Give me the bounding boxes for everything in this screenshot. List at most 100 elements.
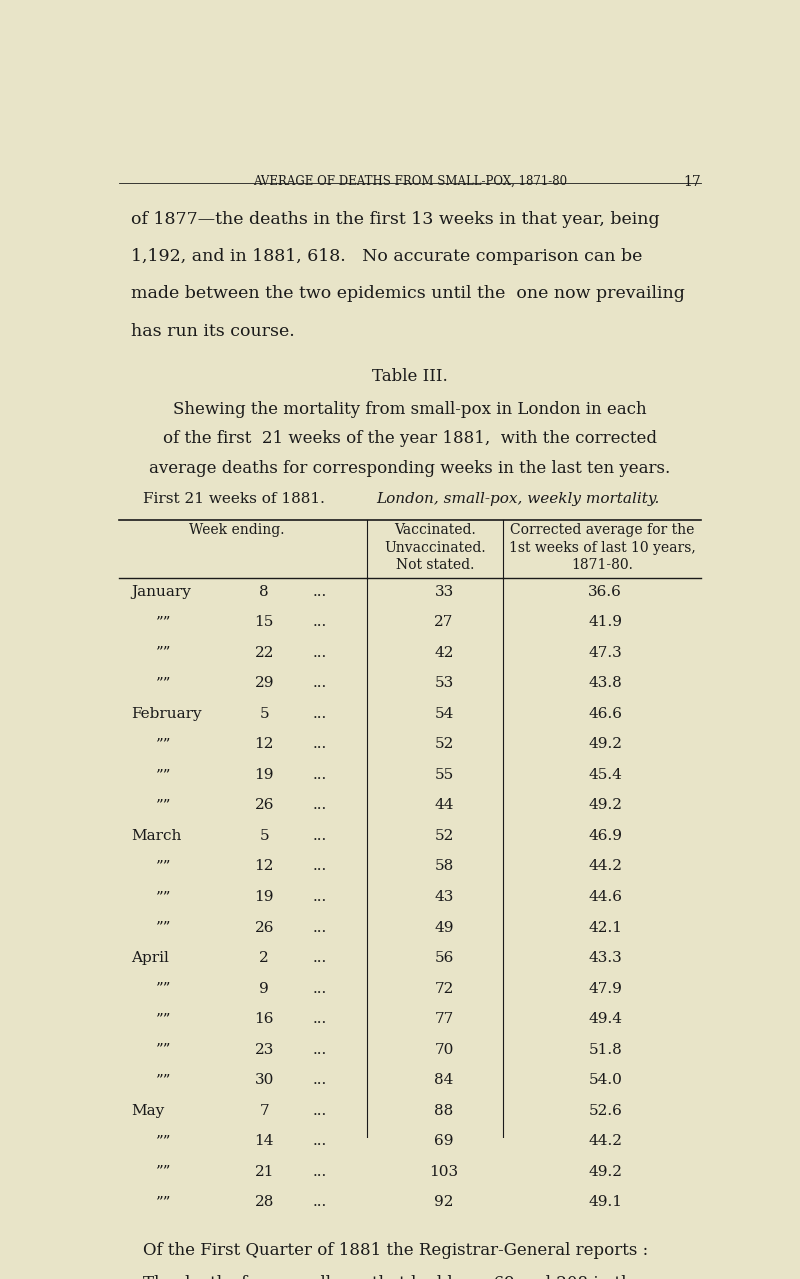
Text: London, small-pox, weekly mortality.: London, small-pox, weekly mortality.	[376, 492, 659, 506]
Text: 54.0: 54.0	[588, 1073, 622, 1087]
Text: ...: ...	[313, 1042, 327, 1056]
Text: has run its course.: has run its course.	[131, 322, 294, 340]
Text: ...: ...	[313, 890, 327, 904]
Text: ...: ...	[313, 738, 327, 751]
Text: average deaths for corresponding weeks in the last ten years.: average deaths for corresponding weeks i…	[150, 459, 670, 477]
Text: 14: 14	[254, 1134, 274, 1149]
Text: 69: 69	[434, 1134, 454, 1149]
Text: 27: 27	[434, 615, 454, 629]
Text: ””: ””	[156, 1012, 171, 1026]
Text: ...: ...	[313, 615, 327, 629]
Text: 72: 72	[434, 981, 454, 995]
Text: 88: 88	[434, 1104, 454, 1118]
Text: 7: 7	[259, 1104, 269, 1118]
Text: 44.2: 44.2	[588, 1134, 622, 1149]
Text: 47.3: 47.3	[589, 646, 622, 660]
Text: ...: ...	[313, 677, 327, 691]
Text: 70: 70	[434, 1042, 454, 1056]
Text: 45.4: 45.4	[588, 767, 622, 781]
Text: AVERAGE OF DEATHS FROM SMALL-POX, 1871-80: AVERAGE OF DEATHS FROM SMALL-POX, 1871-8…	[253, 175, 567, 188]
Text: Week ending.: Week ending.	[189, 523, 284, 537]
Text: ...: ...	[313, 1134, 327, 1149]
Text: ...: ...	[313, 767, 327, 781]
Text: 22: 22	[254, 646, 274, 660]
Text: ...: ...	[313, 1073, 327, 1087]
Text: 44.2: 44.2	[588, 859, 622, 874]
Text: 52: 52	[434, 829, 454, 843]
Text: 1st weeks of last 10 years,: 1st weeks of last 10 years,	[509, 541, 695, 555]
Text: 55: 55	[434, 767, 454, 781]
Text: 1871-80.: 1871-80.	[571, 558, 633, 572]
Text: Table III.: Table III.	[372, 368, 448, 385]
Text: 16: 16	[254, 1012, 274, 1026]
Text: 52.6: 52.6	[588, 1104, 622, 1118]
Text: The deaths from small-pox that had been 69 and 208 in the: The deaths from small-pox that had been …	[143, 1275, 642, 1279]
Text: ...: ...	[313, 859, 327, 874]
Text: May: May	[131, 1104, 164, 1118]
Text: 103: 103	[430, 1165, 458, 1179]
Text: 46.9: 46.9	[588, 829, 622, 843]
Text: ””: ””	[156, 890, 171, 904]
Text: Vaccinated.: Vaccinated.	[394, 523, 476, 537]
Text: ””: ””	[156, 859, 171, 874]
Text: ...: ...	[313, 646, 327, 660]
Text: of 1877—the deaths in the first 13 weeks in that year, being: of 1877—the deaths in the first 13 weeks…	[131, 211, 660, 228]
Text: ””: ””	[156, 1134, 171, 1149]
Text: April: April	[131, 952, 169, 966]
Text: ...: ...	[313, 798, 327, 812]
Text: 51.8: 51.8	[589, 1042, 622, 1056]
Text: 26: 26	[254, 798, 274, 812]
Text: March: March	[131, 829, 182, 843]
Text: Not stated.: Not stated.	[396, 558, 474, 572]
Text: 33: 33	[434, 585, 454, 599]
Text: ””: ””	[156, 738, 171, 751]
Text: ...: ...	[313, 585, 327, 599]
Text: 49.2: 49.2	[588, 738, 622, 751]
Text: ””: ””	[156, 1042, 171, 1056]
Text: 42.1: 42.1	[588, 921, 622, 935]
Text: ””: ””	[156, 646, 171, 660]
Text: of the first  21 weeks of the year 1881,  with the corrected: of the first 21 weeks of the year 1881, …	[163, 430, 657, 448]
Text: ...: ...	[313, 1165, 327, 1179]
Text: 17: 17	[684, 175, 702, 189]
Text: 92: 92	[434, 1196, 454, 1210]
Text: 21: 21	[254, 1165, 274, 1179]
Text: January: January	[131, 585, 191, 599]
Text: 42: 42	[434, 646, 454, 660]
Text: 15: 15	[254, 615, 274, 629]
Text: ””: ””	[156, 921, 171, 935]
Text: 52: 52	[434, 738, 454, 751]
Text: 5: 5	[259, 707, 269, 721]
Text: 49.2: 49.2	[588, 1165, 622, 1179]
Text: February: February	[131, 707, 202, 721]
Text: ...: ...	[313, 952, 327, 966]
Text: ””: ””	[156, 1073, 171, 1087]
Text: Shewing the mortality from small-pox in London in each: Shewing the mortality from small-pox in …	[173, 400, 647, 418]
Text: 49.4: 49.4	[588, 1012, 622, 1026]
Text: 5: 5	[259, 829, 269, 843]
Text: 26: 26	[254, 921, 274, 935]
Text: 41.9: 41.9	[588, 615, 622, 629]
Text: ...: ...	[313, 707, 327, 721]
Text: 19: 19	[254, 767, 274, 781]
Text: 49: 49	[434, 921, 454, 935]
Text: ...: ...	[313, 1104, 327, 1118]
Text: 54: 54	[434, 707, 454, 721]
Text: ””: ””	[156, 1165, 171, 1179]
Text: Corrected average for the: Corrected average for the	[510, 523, 694, 537]
Text: First 21 weeks of 1881.: First 21 weeks of 1881.	[143, 492, 340, 506]
Text: 30: 30	[254, 1073, 274, 1087]
Text: 9: 9	[259, 981, 269, 995]
Text: 77: 77	[434, 1012, 454, 1026]
Text: ””: ””	[156, 798, 171, 812]
Text: 28: 28	[254, 1196, 274, 1210]
Text: Unvaccinated.: Unvaccinated.	[384, 541, 486, 555]
Text: 47.9: 47.9	[588, 981, 622, 995]
Text: ...: ...	[313, 921, 327, 935]
Text: 43: 43	[434, 890, 454, 904]
Text: ””: ””	[156, 981, 171, 995]
Text: 49.2: 49.2	[588, 798, 622, 812]
Text: 56: 56	[434, 952, 454, 966]
Text: ...: ...	[313, 981, 327, 995]
Text: ””: ””	[156, 677, 171, 691]
